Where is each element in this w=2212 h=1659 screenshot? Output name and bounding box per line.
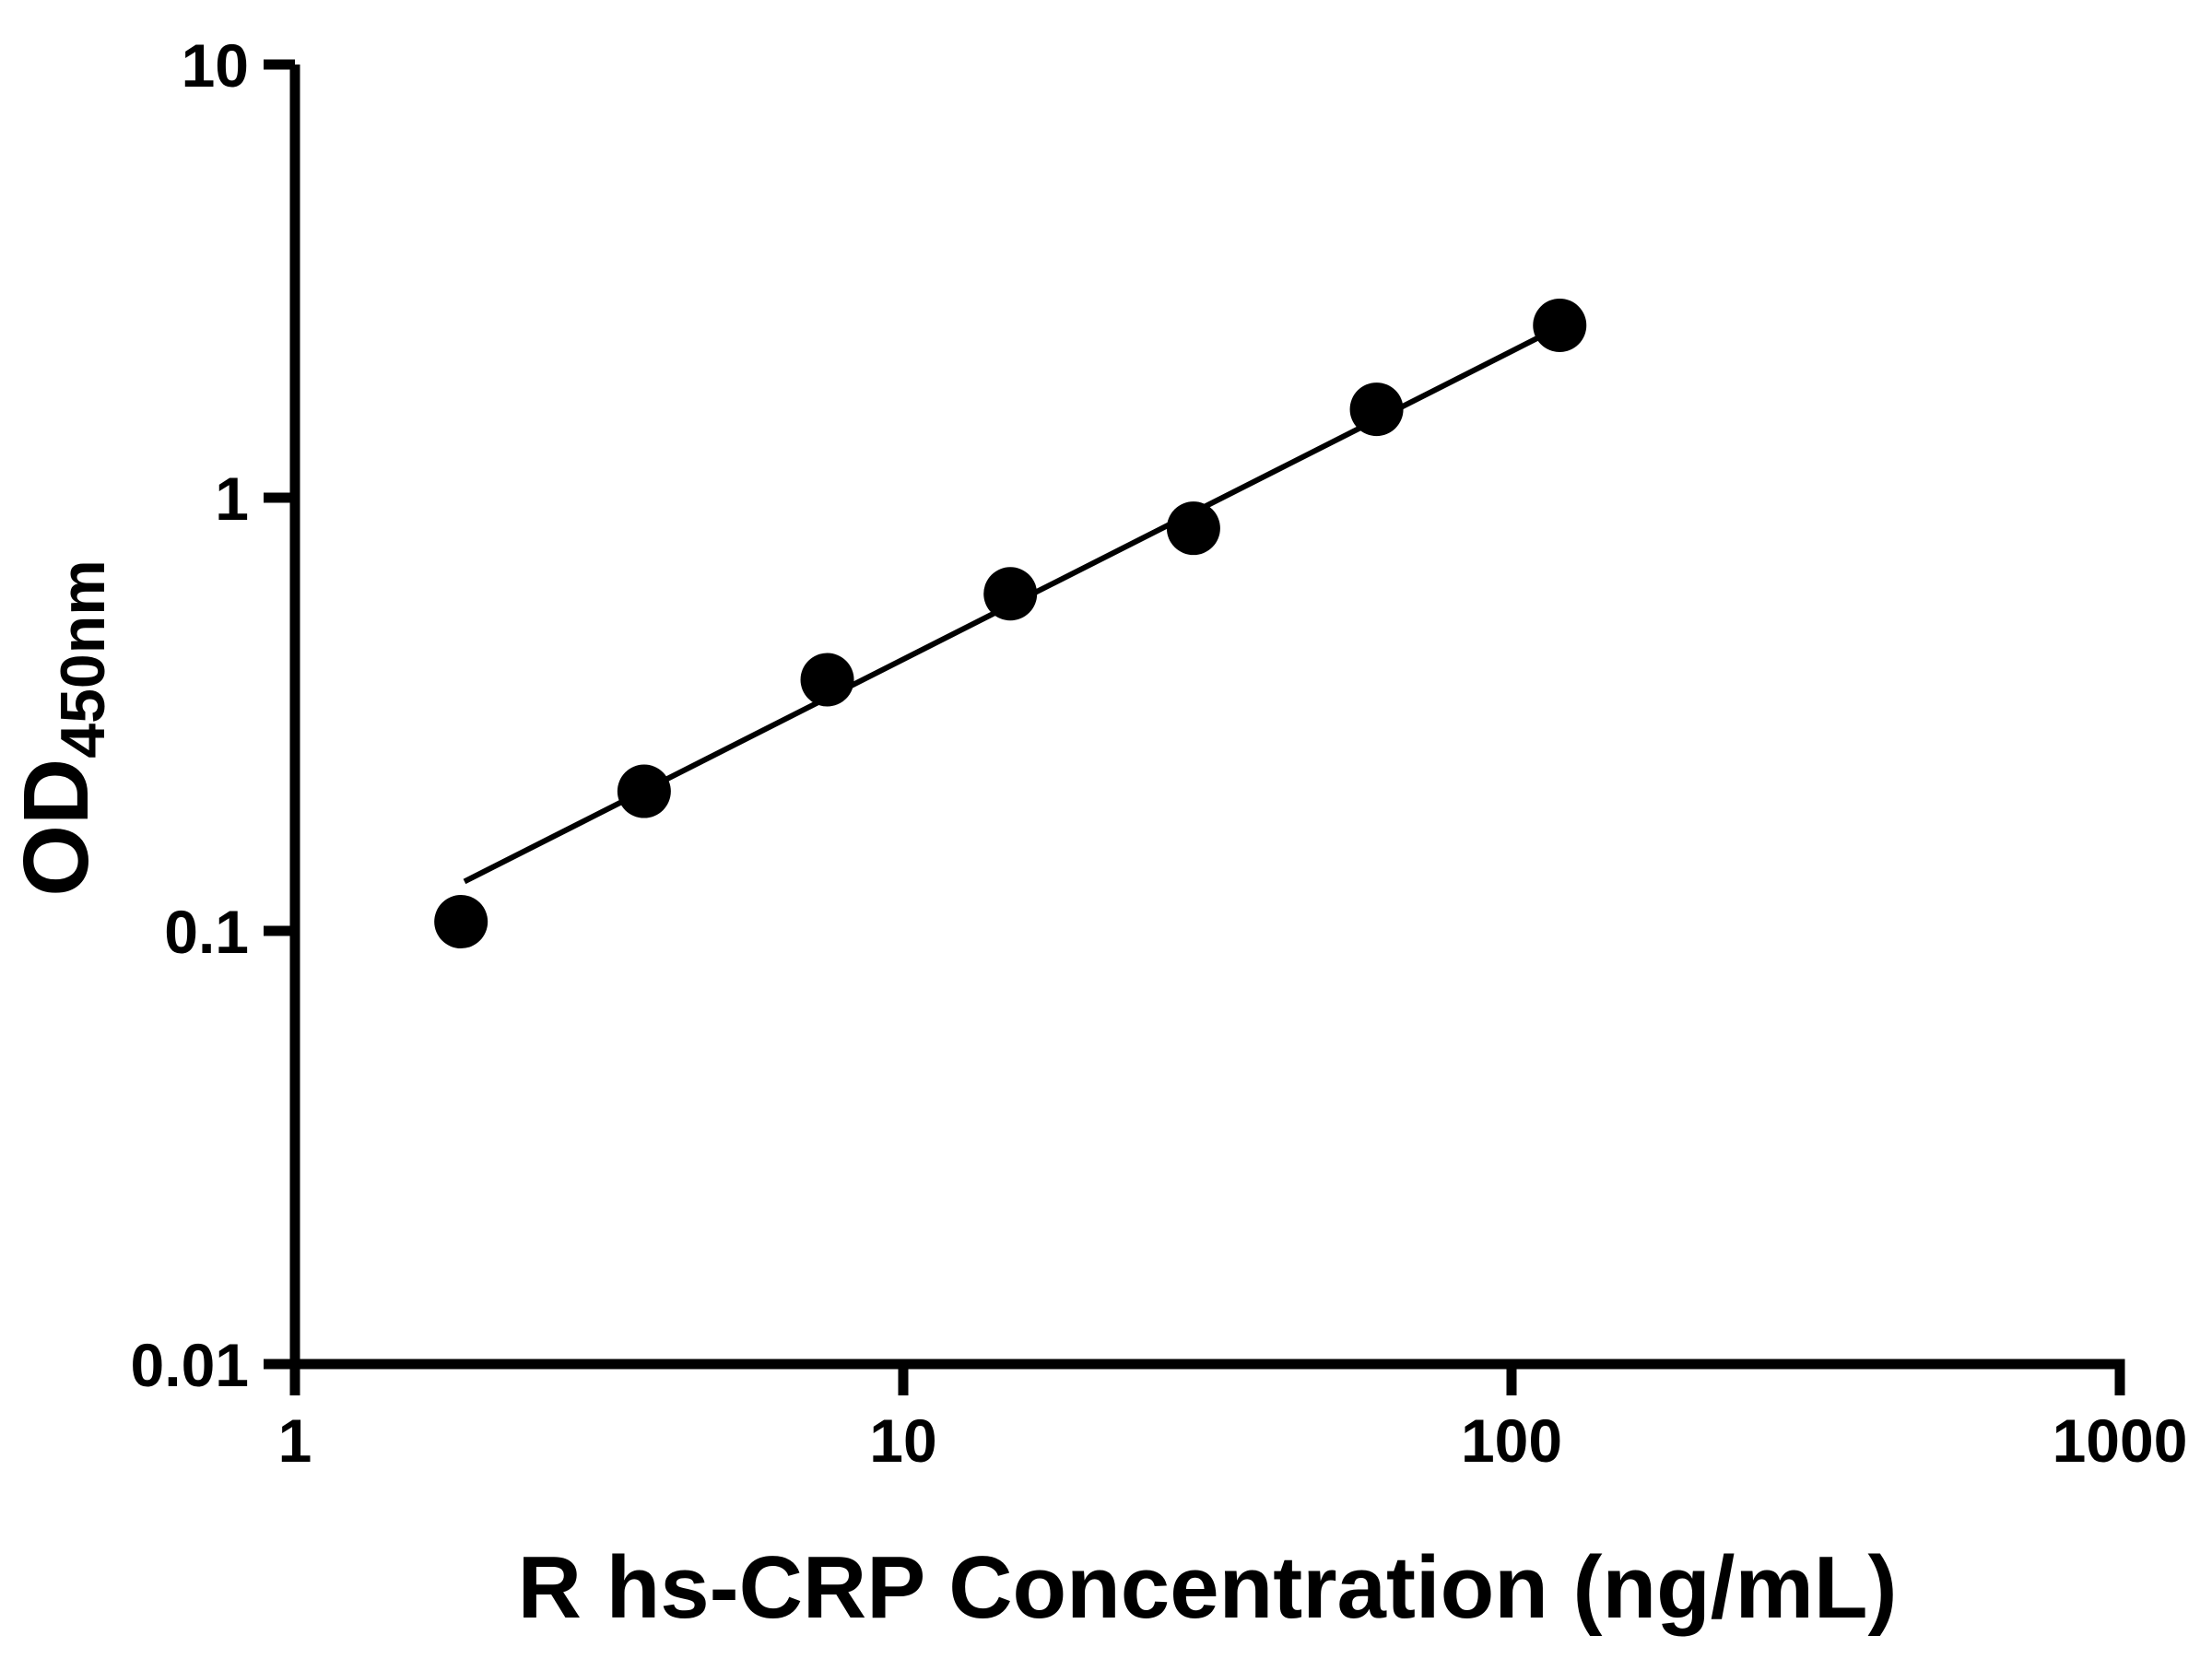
data-point [1349,382,1404,437]
y-axis-title: OD450nm [5,559,118,896]
x-tick-label: 1 [278,1406,312,1475]
data-point [800,653,854,707]
x-tick-label: 10 [869,1406,936,1475]
y-axis-title-main: OD [5,759,108,897]
data-point [617,764,671,818]
axis-tick-labels: 1 10 100 1000 0.01 0.1 1 10 [131,31,2188,1475]
y-tick-label: 10 [182,31,249,100]
x-tick-label: 1000 [2053,1406,2188,1475]
plot-area [434,298,1587,949]
data-point [1533,298,1587,352]
y-axis-title-subscript: 450nm [48,559,118,758]
data-point [1166,501,1220,556]
axes [289,65,2125,1370]
data-point [983,567,1038,621]
x-axis-title: R hs-CRP Concentration (ng/mL) [518,1538,1898,1637]
y-tick-label: 1 [215,465,249,533]
y-tick-label: 0.01 [131,1331,249,1399]
axis-ticks [264,59,2125,1395]
data-point [434,895,488,949]
x-tick-label: 100 [1461,1406,1562,1475]
y-tick-label: 0.1 [164,898,249,966]
